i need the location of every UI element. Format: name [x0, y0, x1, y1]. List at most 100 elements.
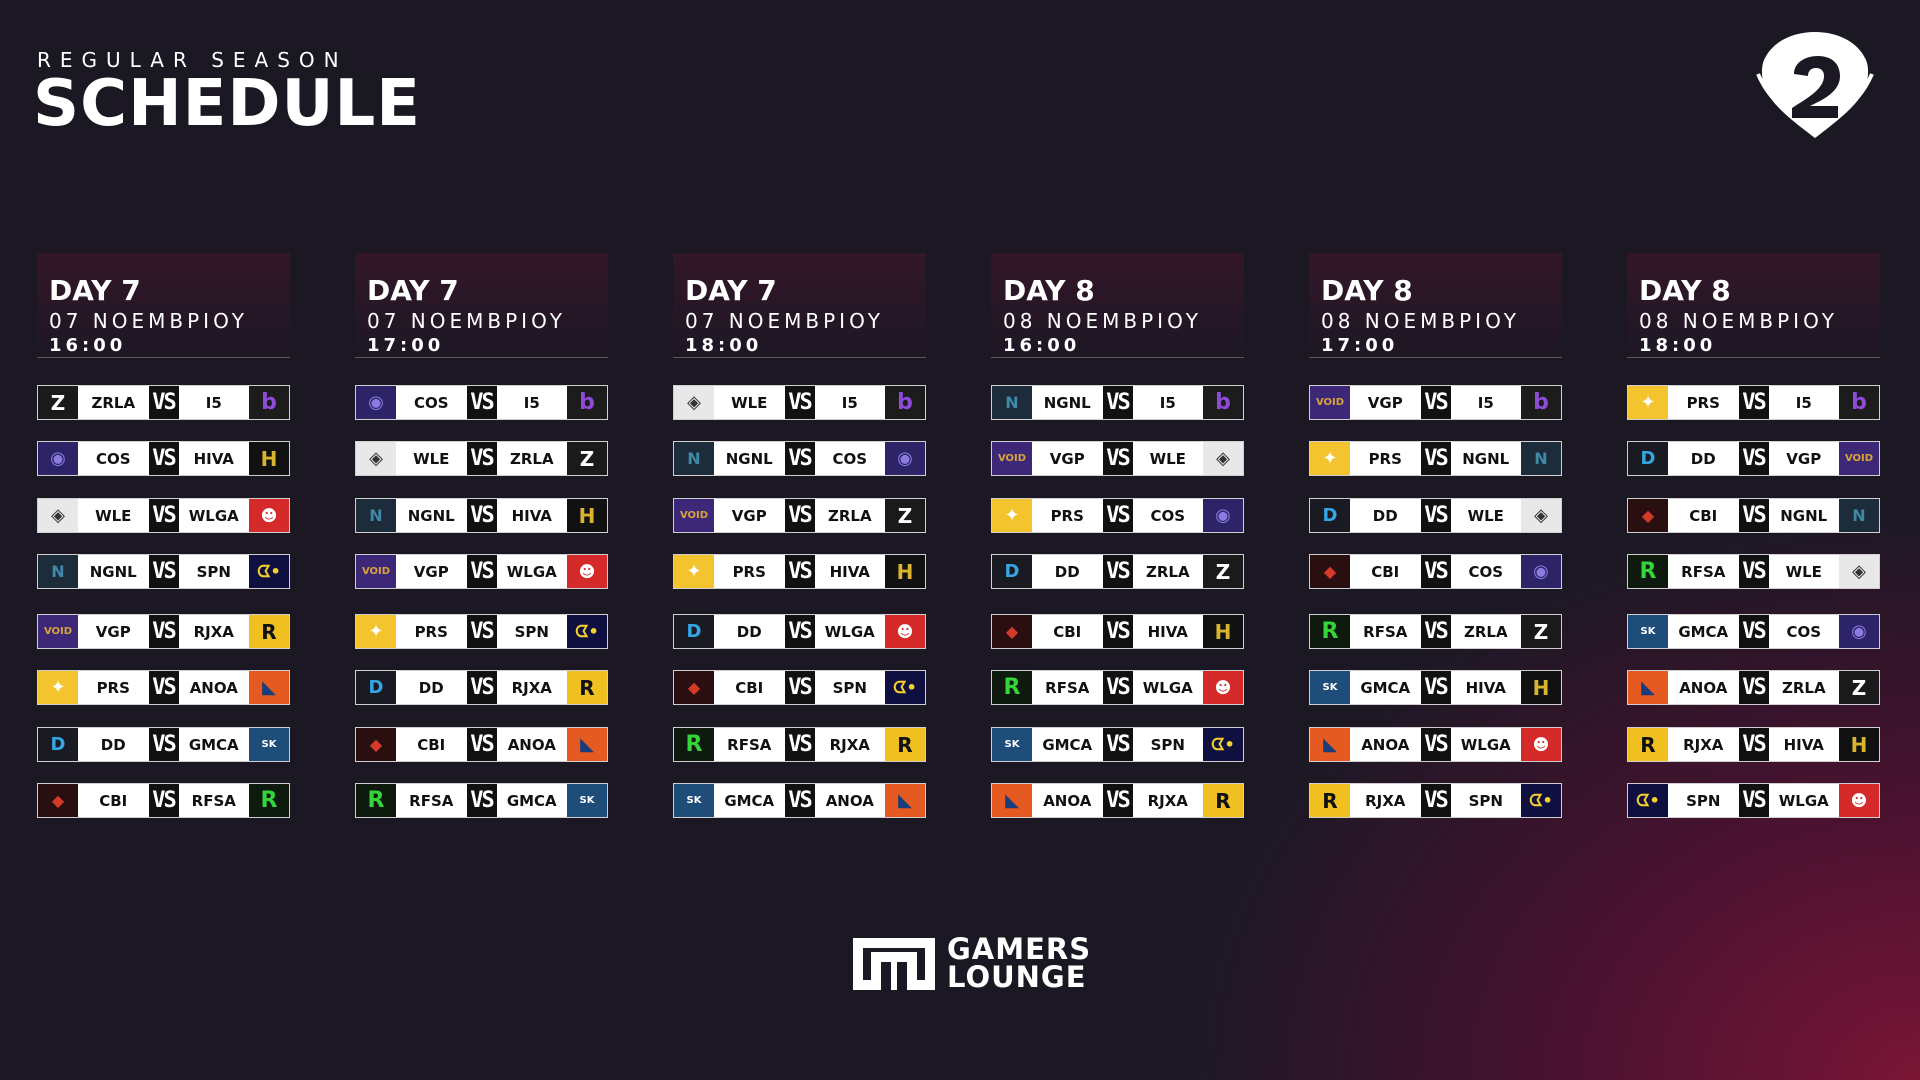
match-row: ◉ COS VS HIVA H: [37, 441, 290, 476]
day-header: DAY 7 07 NOEMBPIOY 16:00: [37, 253, 290, 358]
vs-divider: VS: [784, 784, 815, 817]
day-label: DAY 8: [1003, 274, 1095, 307]
match-row: ✦ PRS VS COS ◉: [991, 498, 1244, 533]
vs-divider: VS: [1102, 671, 1133, 704]
home-team-name: RFSA: [1032, 671, 1103, 704]
match-row: D DD VS WLE ◈: [1309, 498, 1562, 533]
wle-lion-logo-icon: ◈: [1521, 499, 1561, 532]
hiva-logo-icon: H: [885, 555, 925, 588]
home-team-name: PRS: [1668, 386, 1739, 419]
away-team-name: RJXA: [178, 615, 249, 648]
spn-pacman-logo-icon: ᗧ•: [567, 615, 607, 648]
vs-divider: VS: [784, 671, 815, 704]
away-team-name: I5: [1132, 386, 1203, 419]
vs-divider: VS: [148, 615, 179, 648]
vs-divider: VS: [466, 555, 497, 588]
match-row: D DD VS RJXA R: [355, 670, 608, 705]
ngnl-logo-icon: N: [1839, 499, 1879, 532]
vs-divider: VS: [1738, 784, 1769, 817]
vs-divider: VS: [466, 386, 497, 419]
vgp-void-logo-icon: VOID: [1310, 386, 1350, 419]
wle-lion-logo-icon: ◈: [1839, 555, 1879, 588]
rjxa-logo-icon: R: [885, 728, 925, 761]
date-label: 07 NOEMBPIOY: [49, 309, 248, 333]
vs-divider: VS: [784, 615, 815, 648]
away-team-name: I5: [1450, 386, 1521, 419]
match-row: SK GMCA VS ANOA ◣: [673, 783, 926, 818]
match-row: VOID VGP VS I5 b: [1309, 385, 1562, 420]
ngnl-logo-icon: N: [356, 499, 396, 532]
vs-divider: VS: [1420, 499, 1451, 532]
away-team-name: NGNL: [1450, 442, 1521, 475]
cos-hooded-logo-icon: ◉: [885, 442, 925, 475]
prs-logo-icon: ✦: [992, 499, 1032, 532]
away-team-name: SPN: [178, 555, 249, 588]
vs-divider: VS: [1738, 555, 1769, 588]
away-team-name: VGP: [1768, 442, 1839, 475]
match-row: SK GMCA VS HIVA H: [1309, 670, 1562, 705]
home-team-name: RFSA: [396, 784, 467, 817]
gmca-mesra-logo-icon: SK: [567, 784, 607, 817]
zrla-logo-icon: Z: [567, 442, 607, 475]
cos-hooded-logo-icon: ◉: [1203, 499, 1243, 532]
home-team-name: NGNL: [714, 442, 785, 475]
rfsa-logo-icon: R: [1310, 615, 1350, 648]
away-team-name: COS: [1450, 555, 1521, 588]
brand-line-1: GAMERS: [947, 932, 1092, 967]
match-row: R RJXA VS SPN ᗧ•: [1309, 783, 1562, 818]
wle-lion-logo-icon: ◈: [38, 499, 78, 532]
away-team-name: ANOA: [178, 671, 249, 704]
vs-divider: VS: [784, 442, 815, 475]
match-row: ◣ ANOA VS WLGA ☻: [1309, 727, 1562, 762]
dd-logo-icon: D: [356, 671, 396, 704]
match-row: SK GMCA VS COS ◉: [1627, 614, 1880, 649]
match-row: ◆ CBI VS RFSA R: [37, 783, 290, 818]
i5-logo-icon: b: [249, 386, 289, 419]
vs-divider: VS: [466, 671, 497, 704]
rfsa-logo-icon: R: [249, 784, 289, 817]
match-row: ◆ CBI VS ANOA ◣: [355, 727, 608, 762]
match-row: VOID VGP VS ZRLA Z: [673, 498, 926, 533]
home-team-name: NGNL: [1032, 386, 1103, 419]
away-team-name: RFSA: [178, 784, 249, 817]
home-team-name: NGNL: [78, 555, 149, 588]
home-team-name: RJXA: [1668, 728, 1739, 761]
match-row: D DD VS WLGA ☻: [673, 614, 926, 649]
vs-divider: VS: [1738, 442, 1769, 475]
away-team-name: GMCA: [178, 728, 249, 761]
match-row: ✦ PRS VS NGNL N: [1309, 441, 1562, 476]
away-team-name: I5: [496, 386, 567, 419]
home-team-name: CBI: [396, 728, 467, 761]
home-team-name: VGP: [1032, 442, 1103, 475]
vs-divider: VS: [1102, 555, 1133, 588]
gamers-lounge-logo: GAMERS LOUNGE: [849, 934, 1091, 994]
rjxa-logo-icon: R: [1203, 784, 1243, 817]
league-shield-icon: [1756, 32, 1874, 138]
rjxa-logo-icon: R: [249, 615, 289, 648]
cos-hooded-logo-icon: ◉: [1521, 555, 1561, 588]
time-label: 17:00: [1321, 335, 1399, 356]
home-team-name: RJXA: [1350, 784, 1421, 817]
home-team-name: PRS: [396, 615, 467, 648]
match-row: VOID VGP VS WLE ◈: [991, 441, 1244, 476]
rfsa-logo-icon: R: [992, 671, 1032, 704]
home-team-name: GMCA: [1668, 615, 1739, 648]
rjxa-logo-icon: R: [1310, 784, 1350, 817]
day-column: DAY 8 08 NOEMBPIOY 17:00 VOID VGP VS I5 b ✦ PRS VS…: [1309, 253, 1562, 818]
match-row: ✦ PRS VS HIVA H: [673, 554, 926, 589]
match-row: D DD VS GMCA SK: [37, 727, 290, 762]
vs-divider: VS: [1420, 671, 1451, 704]
day-header: DAY 8 08 NOEMBPIOY 17:00: [1309, 253, 1562, 358]
match-row: R RFSA VS ZRLA Z: [1309, 614, 1562, 649]
day-column: DAY 7 07 NOEMBPIOY 17:00 ◉ COS VS I5 b ◈ WLE VS ZRL…: [355, 253, 608, 818]
vs-divider: VS: [1420, 728, 1451, 761]
wlga-angry-face-logo-icon: ☻: [1203, 671, 1243, 704]
dd-logo-icon: D: [674, 615, 714, 648]
spn-pacman-logo-icon: ᗧ•: [1203, 728, 1243, 761]
vs-divider: VS: [466, 728, 497, 761]
date-label: 07 NOEMBPIOY: [685, 309, 884, 333]
match-row: ◣ ANOA VS RJXA R: [991, 783, 1244, 818]
home-team-name: RFSA: [714, 728, 785, 761]
day-label: DAY 7: [49, 274, 141, 307]
match-row: VOID VGP VS RJXA R: [37, 614, 290, 649]
